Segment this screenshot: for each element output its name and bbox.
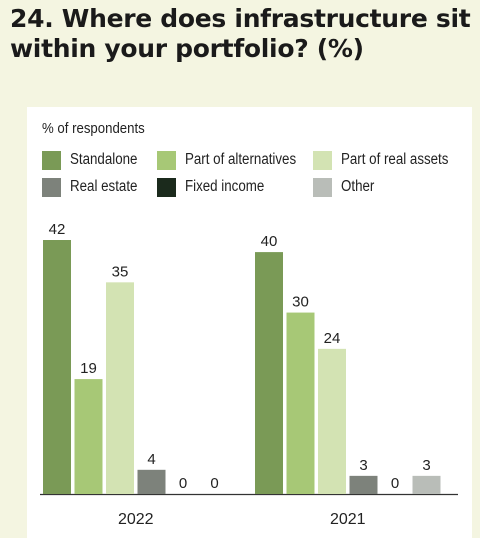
data-label-other-2022: 0 <box>210 475 218 492</box>
data-label-standalone-2022: 42 <box>49 221 66 238</box>
bar-real-estate-2021 <box>349 475 378 494</box>
bar-other-2021 <box>412 475 441 494</box>
data-label-real-assets-2021: 24 <box>324 330 341 347</box>
legend-label-real-assets: Part of real assets <box>341 151 449 168</box>
legend-swatch-real-estate <box>42 177 61 197</box>
legend-label-other: Other <box>341 178 375 195</box>
legend-swatch-real-assets <box>313 150 332 170</box>
bar-real-estate-2022 <box>137 469 166 494</box>
legend-label-alternatives: Part of alternatives <box>185 151 297 168</box>
legend-label-real-estate: Real estate <box>70 178 138 195</box>
legend-item-alternatives: Part of alternatives <box>157 150 314 170</box>
bar-alternatives-2022 <box>74 379 103 494</box>
legend-swatch-alternatives <box>157 150 176 170</box>
data-label-alternatives-2022: 19 <box>80 360 97 377</box>
bar-alternatives-2021 <box>286 312 315 494</box>
x-tick-label-2022: 2022 <box>118 511 154 528</box>
data-label-fixed-income-2022: 0 <box>179 475 187 492</box>
data-label-real-estate-2022: 4 <box>147 451 155 468</box>
data-label-real-estate-2021: 3 <box>359 457 367 474</box>
legend-swatch-fixed-income <box>157 177 176 197</box>
legend-swatch-other <box>313 177 332 197</box>
legend-item-real-estate: Real estate <box>42 177 148 197</box>
legend-item-other: Other <box>313 177 380 197</box>
bar-standalone-2021 <box>255 252 283 494</box>
data-label-fixed-income-2021: 0 <box>391 475 399 492</box>
legend-item-standalone: Standalone <box>42 150 148 170</box>
data-label-alternatives-2021: 30 <box>292 294 309 311</box>
legend-label-standalone: Standalone <box>70 151 138 168</box>
data-label-standalone-2021: 40 <box>261 233 278 250</box>
chart-subtitle: % of respondents <box>42 120 145 137</box>
bar-real-assets-2021 <box>318 348 346 494</box>
legend-label-fixed-income: Fixed income <box>185 178 265 195</box>
chart-title: 24. Where does infrastructure sit within… <box>10 4 471 63</box>
legend-item-real-assets: Part of real assets <box>313 150 466 170</box>
x-tick-label-2021: 2021 <box>330 511 366 528</box>
bar-real-assets-2022 <box>106 282 134 494</box>
data-label-real-assets-2022: 35 <box>112 263 129 280</box>
data-label-other-2021: 3 <box>422 457 430 474</box>
legend-item-fixed-income: Fixed income <box>157 177 277 197</box>
bar-standalone-2022 <box>43 240 71 494</box>
legend-swatch-standalone <box>42 150 61 170</box>
